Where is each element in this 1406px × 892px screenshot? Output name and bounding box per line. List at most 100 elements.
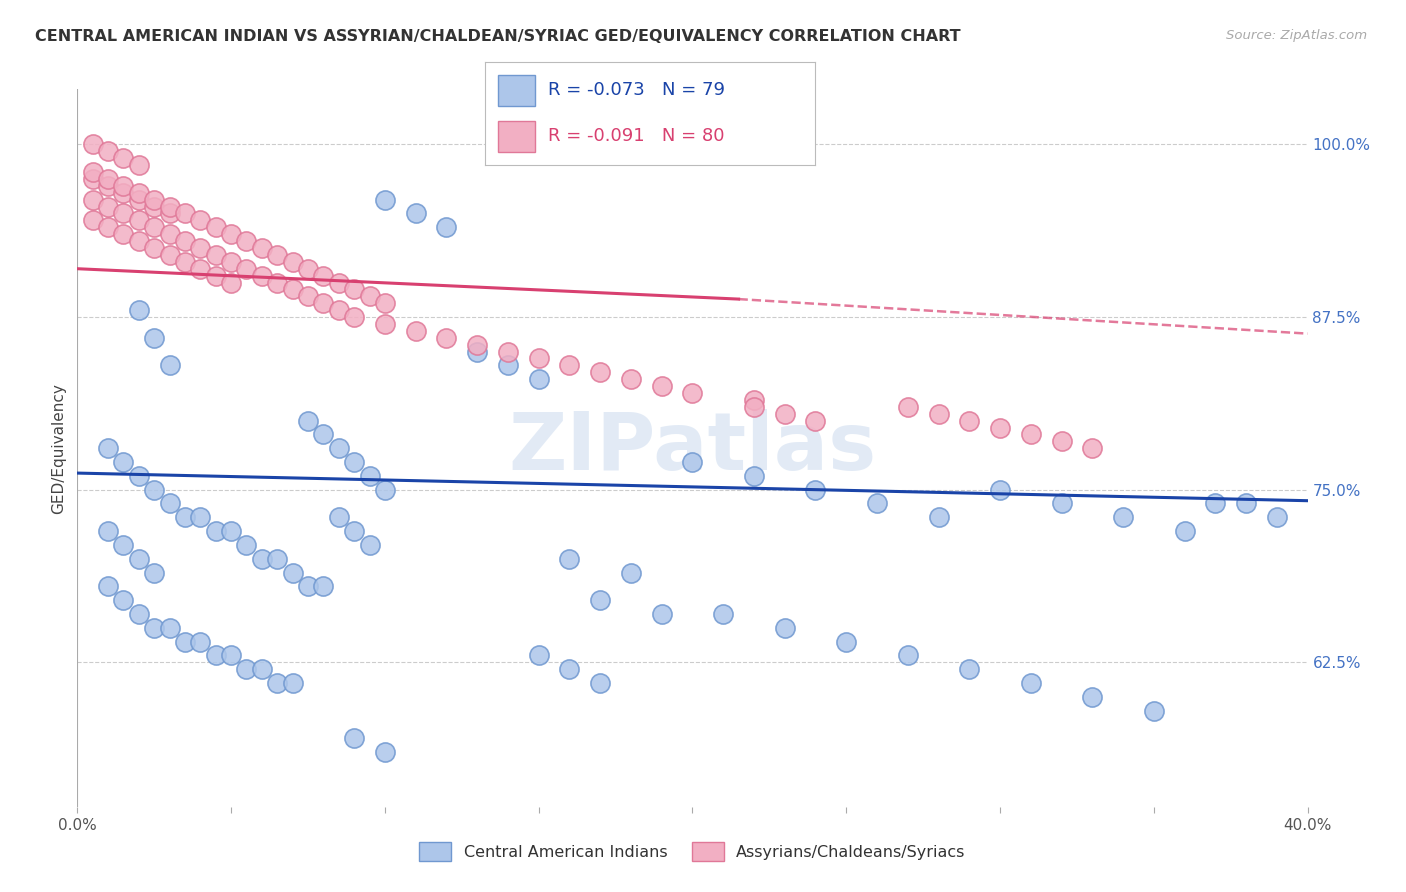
Point	[174, 255, 197, 269]
Point	[143, 566, 166, 580]
Point	[328, 441, 350, 455]
Point	[1112, 510, 1135, 524]
Point	[112, 455, 135, 469]
Point	[465, 337, 488, 351]
Text: R = -0.073   N = 79: R = -0.073 N = 79	[548, 81, 725, 99]
Point	[682, 455, 704, 469]
Point	[297, 289, 319, 303]
Point	[159, 227, 181, 242]
Point	[188, 261, 212, 276]
Point	[174, 234, 197, 248]
Point	[312, 296, 335, 310]
Point	[312, 579, 335, 593]
Point	[928, 510, 950, 524]
Point	[527, 648, 550, 663]
Point	[219, 524, 242, 538]
Point	[297, 261, 319, 276]
Point	[496, 359, 519, 373]
Point	[682, 386, 704, 401]
Point	[343, 282, 366, 296]
Point	[374, 745, 396, 759]
Point	[957, 662, 980, 676]
Point	[250, 241, 273, 255]
Point	[97, 220, 120, 235]
Text: R = -0.091   N = 80: R = -0.091 N = 80	[548, 128, 724, 145]
Point	[343, 524, 366, 538]
Text: Source: ZipAtlas.com: Source: ZipAtlas.com	[1226, 29, 1367, 42]
Point	[235, 261, 257, 276]
Point	[620, 566, 643, 580]
Point	[204, 248, 226, 262]
Point	[188, 510, 212, 524]
Point	[773, 407, 796, 421]
Point	[174, 634, 197, 648]
Point	[82, 172, 104, 186]
Point	[742, 392, 765, 407]
Point	[128, 213, 150, 227]
Point	[266, 676, 288, 690]
Point	[359, 538, 381, 552]
Point	[112, 206, 135, 220]
Point	[589, 593, 612, 607]
Point	[1019, 427, 1042, 442]
Point	[1050, 496, 1073, 510]
Point	[250, 268, 273, 283]
Point	[112, 178, 135, 193]
Point	[742, 468, 765, 483]
Point	[405, 206, 427, 220]
Point	[343, 731, 366, 746]
Point	[988, 483, 1011, 497]
Point	[558, 662, 581, 676]
Point	[97, 200, 120, 214]
Point	[312, 427, 335, 442]
Point	[128, 551, 150, 566]
Point	[97, 441, 120, 455]
Point	[128, 158, 150, 172]
Point	[188, 634, 212, 648]
Point	[112, 227, 135, 242]
Point	[957, 414, 980, 428]
Point	[328, 510, 350, 524]
Point	[159, 496, 181, 510]
Point	[159, 248, 181, 262]
Point	[204, 648, 226, 663]
Text: ZIPatlas: ZIPatlas	[509, 409, 876, 487]
Point	[620, 372, 643, 386]
Point	[143, 220, 166, 235]
Point	[897, 400, 920, 414]
Point	[235, 234, 257, 248]
Point	[281, 566, 304, 580]
Point	[250, 662, 273, 676]
Point	[219, 255, 242, 269]
Point	[1174, 524, 1197, 538]
Text: CENTRAL AMERICAN INDIAN VS ASSYRIAN/CHALDEAN/SYRIAC GED/EQUIVALENCY CORRELATION : CENTRAL AMERICAN INDIAN VS ASSYRIAN/CHAL…	[35, 29, 960, 44]
Point	[711, 607, 734, 621]
Point	[343, 310, 366, 324]
Point	[312, 268, 335, 283]
Point	[219, 648, 242, 663]
Point	[359, 468, 381, 483]
Bar	[498, 121, 534, 152]
Point	[188, 241, 212, 255]
Point	[266, 551, 288, 566]
Bar	[498, 75, 534, 105]
Point	[281, 255, 304, 269]
Point	[988, 420, 1011, 434]
Point	[82, 165, 104, 179]
Point	[159, 621, 181, 635]
Point	[266, 276, 288, 290]
Point	[328, 303, 350, 318]
Point	[651, 607, 673, 621]
Point	[112, 151, 135, 165]
Point	[143, 200, 166, 214]
Point	[128, 468, 150, 483]
Point	[82, 213, 104, 227]
Point	[589, 676, 612, 690]
Point	[651, 379, 673, 393]
Point	[143, 331, 166, 345]
Point	[143, 241, 166, 255]
Point	[804, 414, 827, 428]
Point	[112, 593, 135, 607]
Point	[527, 351, 550, 366]
Point	[558, 359, 581, 373]
